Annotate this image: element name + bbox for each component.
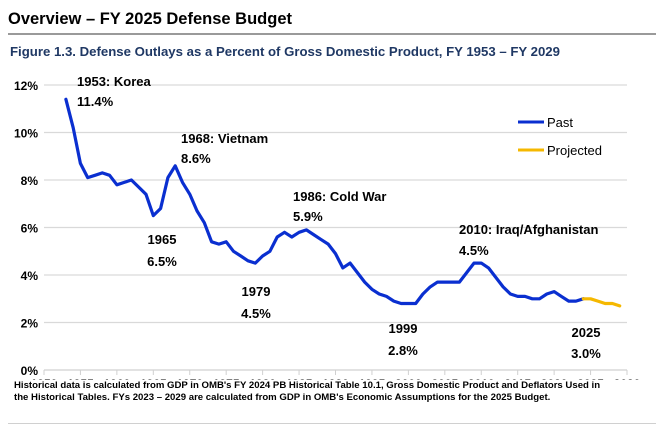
annotation-label: 1999 [389, 321, 418, 336]
annotation-value: 2.8% [388, 343, 418, 358]
series-line-past [64, 97, 585, 306]
footnote: Historical data is calculated from GDP i… [14, 380, 654, 404]
y-tick-label: 12% [14, 79, 38, 93]
annotation-value: 5.9% [293, 209, 323, 224]
header-divider [8, 33, 656, 35]
x-tick-label: 2025 [577, 377, 604, 380]
x-tick-label: 2005 [431, 377, 458, 380]
x-tick-label: 1960 [104, 377, 131, 380]
x-tick-label: 1975 [213, 377, 240, 380]
annotation-value: 4.5% [241, 306, 271, 321]
y-tick-label: 2% [21, 317, 39, 331]
annotation-label: 1953: Korea [77, 74, 151, 89]
annotations: 1953: Korea 11.4% 1968: Vietnam 8.6% 1965 6.5… [77, 74, 601, 361]
annotation-label: 2010: Iraq/Afghanistan [459, 222, 598, 237]
annotation-value: 3.0% [571, 346, 601, 361]
annotation-label: 1965 [148, 232, 177, 247]
annotation-label: 1986: Cold War [293, 189, 386, 204]
legend-label-past: Past [547, 115, 573, 130]
y-tick-label: 4% [21, 269, 39, 283]
page-header: Overview – FY 2025 Defense Budget [8, 10, 292, 28]
y-tick-label: 6% [21, 222, 39, 236]
x-tick-label: 2010 [468, 377, 495, 380]
bottom-divider [8, 423, 656, 424]
y-tick-label: 10% [14, 127, 38, 141]
annotation-label: 1979 [242, 284, 271, 299]
annotation-label: 2025 [572, 325, 601, 340]
x-tick-label: 1950 [31, 377, 58, 380]
line-chart: 0% 2% 4% 6% 8% 10% 12% 1950 1955 1960 1965 1970 197… [14, 74, 641, 380]
annotation-label: 1968: Vietnam [181, 131, 268, 146]
footnote-line-1: Historical data is calculated from GDP i… [14, 380, 601, 391]
y-tick-label: 8% [21, 174, 39, 188]
x-tick-label: 2015 [504, 377, 531, 380]
x-tick-label: 1985 [286, 377, 313, 380]
x-tick-label: 1990 [322, 377, 349, 380]
y-axis-ticks: 0% 2% 4% 6% 8% 10% 12% [14, 79, 38, 378]
x-tick-label: 2030 [614, 377, 641, 380]
legend: Past Projected [518, 115, 602, 158]
x-tick-label: 1965 [140, 377, 167, 380]
annotation-value: 11.4% [77, 94, 114, 109]
annotation-value: 4.5% [459, 243, 489, 258]
x-tick-label: 2000 [395, 377, 422, 380]
x-tick-label: 1980 [249, 377, 276, 380]
series-line-projected [581, 297, 622, 308]
series-lines [64, 97, 622, 308]
x-tick-label: 1955 [67, 377, 94, 380]
annotation-value: 6.5% [147, 254, 177, 269]
footnote-line-2: the Historical Tables. FYs 2023 – 2029 a… [14, 392, 551, 403]
y-tick-label: 0% [21, 364, 39, 378]
x-tick-label: 2020 [541, 377, 568, 380]
figure-title: Figure 1.3. Defense Outlays as a Percent… [10, 44, 560, 59]
legend-label-projected: Projected [547, 143, 602, 158]
annotation-value: 8.6% [181, 151, 211, 166]
gridlines [44, 84, 627, 324]
x-tick-label: 1995 [359, 377, 386, 380]
x-tick-label: 1970 [176, 377, 203, 380]
x-axis: 1950 1955 1960 1965 1970 1975 1980 1985 1990 1995… [31, 369, 641, 380]
